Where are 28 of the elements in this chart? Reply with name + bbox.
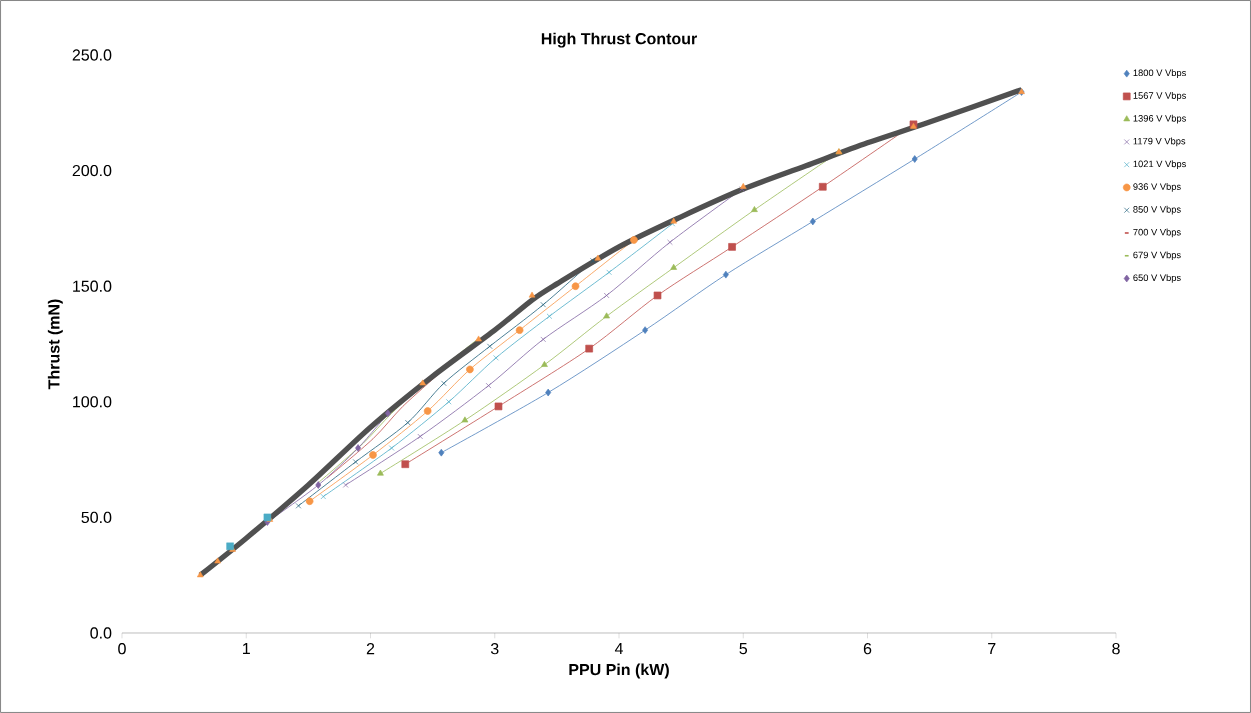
legend-label: 700 V Vbps <box>1133 228 1181 238</box>
legend-label: 650 V Vbps <box>1133 274 1181 283</box>
legend-label: 1567 V Vbps <box>1133 92 1186 101</box>
x-tick-label: 4 <box>614 643 623 655</box>
x-tick-label: 3 <box>490 643 499 655</box>
x-tick-label: 8 <box>1112 643 1120 655</box>
x-tick-label: 0 <box>118 643 126 655</box>
legend-label: 850 V Vbps <box>1133 205 1181 215</box>
legend-label: 1021 V Vbps <box>1133 160 1186 170</box>
legend-label: 679 V Vbps <box>1133 251 1181 261</box>
x-tick-label: 6 <box>863 643 872 655</box>
y-tick-label: 0.0 <box>90 627 112 639</box>
x-tick-label: 2 <box>366 643 375 655</box>
y-tick-label: 250.0 <box>72 49 112 61</box>
x-tick-label: 5 <box>739 643 748 655</box>
y-tick-label: 100.0 <box>73 396 112 408</box>
legend-label: 1179 V Vbps <box>1133 137 1186 147</box>
x-tick-label: 7 <box>988 643 996 655</box>
y-tick-label: 150.0 <box>73 280 112 292</box>
y-axis-title: Thrust (mN) <box>47 299 63 390</box>
y-tick-label: 200.0 <box>72 164 112 177</box>
legend-label: 936 V Vbps <box>1133 183 1181 192</box>
legend-label: 1800 V Vbps <box>1133 69 1186 78</box>
x-tick-label: 1 <box>243 643 250 655</box>
chart-title: High Thrust Contour <box>541 32 697 48</box>
legend-label: 1396 V Vbps <box>1133 114 1186 124</box>
y-tick-label: 50.0 <box>81 511 112 524</box>
x-axis-title: PPU Pin (kW) <box>569 663 669 679</box>
